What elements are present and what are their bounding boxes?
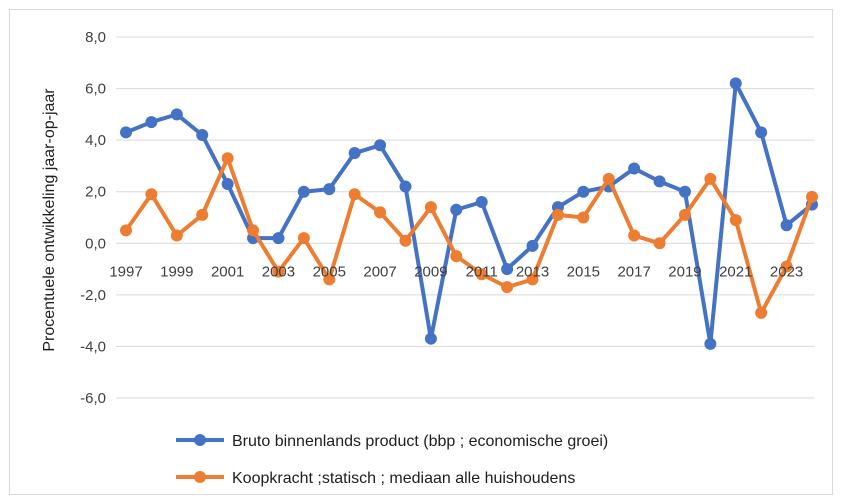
x-tick-label: 2009 [414,263,447,280]
data-point [475,268,488,281]
data-point [475,196,488,209]
data-point [780,260,793,273]
data-point [653,175,666,188]
legend: Bruto binnenlands product (bbp ; economi… [176,433,608,487]
data-point [145,116,158,129]
data-point [120,224,132,237]
data-point [323,273,336,286]
x-tick-label: 2019 [668,263,701,280]
x-tick-label: 1997 [109,263,142,280]
data-point [424,332,437,345]
data-point [145,188,158,201]
data-point [653,237,666,250]
data-point [628,229,641,242]
data-point [729,214,742,227]
data-point [272,232,285,245]
data-point [348,147,361,160]
data-point [806,190,818,203]
y-axis-label: Procentuele ontwikkeling jaar-op-jaar [41,88,58,352]
y-axis-ticks: 8,0 6,0 4,0 2,0 0,0 -2,0 -4,0 -6,0 [80,29,106,407]
x-tick-label: 2003 [262,263,295,280]
y-tick-label: 2,0 [85,184,106,201]
x-tick-label: 2001 [211,263,244,280]
data-point [247,224,260,237]
x-tick-label: 2017 [617,263,650,280]
x-tick-label: 1999 [160,263,193,280]
data-point [196,208,209,221]
data-point [374,139,387,152]
data-point [170,108,183,121]
data-point [551,208,564,221]
data-point [450,250,463,263]
data-point [120,126,132,139]
data-point [729,77,742,90]
legend-item: Koopkracht ;statisch ; mediaan alle huis… [176,470,575,487]
x-tick-label: 2021 [719,263,752,280]
line-chart: 8,0 6,0 4,0 2,0 0,0 -2,0 -4,0 -6,0 Procentuele … [41,29,818,487]
data-point [450,203,463,216]
x-tick-label: 2015 [567,263,600,280]
legend-item: Bruto binnenlands product (bbp ; economi… [176,433,608,450]
series-2 [120,152,818,319]
y-tick-label: 6,0 [85,81,106,98]
y-tick-label: 4,0 [85,132,106,149]
y-tick-label: -6,0 [80,390,106,407]
data-point [602,172,615,185]
x-tick-label: 2007 [363,263,396,280]
data-point [221,177,234,190]
chart-frame: 8,0 6,0 4,0 2,0 0,0 -2,0 -4,0 -6,0 Procentuele … [9,9,833,495]
legend-marker [194,434,206,446]
series-line [124,156,814,315]
x-tick-label: 2005 [313,263,346,280]
data-point [577,185,590,198]
y-tick-label: -4,0 [80,338,106,355]
data-point [221,152,234,165]
series-group [120,77,818,350]
data-point [678,208,691,221]
data-point [628,162,641,175]
series-line [125,81,814,346]
x-axis-ticks: 1997 1999 2001 2003 2005 2007 2009 2011 2013 2015… [109,263,803,280]
data-point [678,185,691,198]
data-point [424,201,437,214]
data-point [704,172,717,185]
data-point [704,337,717,350]
series-1 [120,77,818,350]
x-tick-label: 2013 [516,263,549,280]
data-point [755,306,768,319]
data-point [501,263,514,276]
data-point [170,229,183,242]
data-point [399,234,412,247]
data-point [297,232,310,245]
data-point [374,206,387,219]
data-point [272,265,285,278]
data-point [323,183,336,196]
y-tick-label: 0,0 [85,235,106,252]
y-tick-label: -2,0 [80,287,106,304]
data-point [526,273,539,286]
data-point [526,239,539,252]
data-point [577,211,590,224]
legend-marker [194,471,206,483]
x-tick-label: 2011 [466,263,498,280]
data-point [755,126,768,139]
data-point [348,188,361,201]
data-point [501,281,514,294]
data-point [399,180,412,193]
data-point [196,128,209,141]
x-tick-label: 2023 [770,263,803,280]
legend-label: Koopkracht ;statisch ; mediaan alle huis… [232,470,575,487]
data-point [780,219,793,232]
data-point [297,185,310,198]
y-tick-label: 8,0 [85,29,106,46]
legend-label: Bruto binnenlands product (bbp ; economi… [232,433,608,450]
